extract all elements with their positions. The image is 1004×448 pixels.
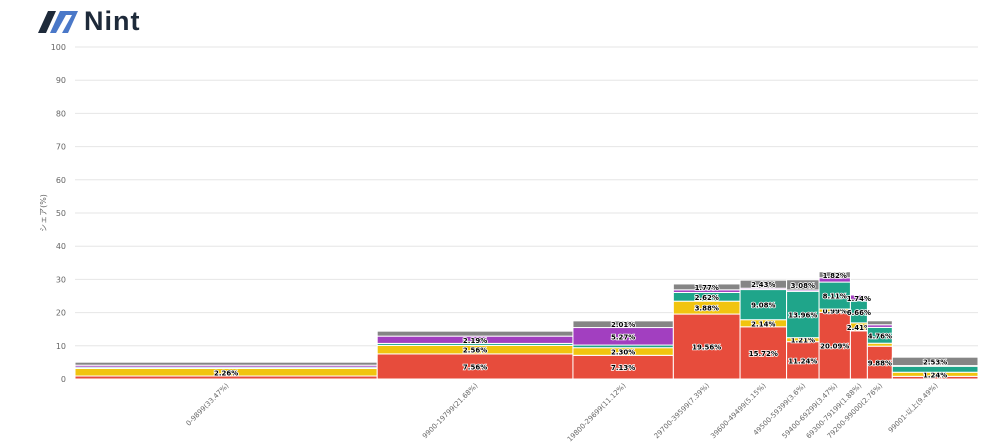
data-label: 7.13% [611, 364, 635, 372]
data-label: 2.56% [463, 347, 487, 355]
bar-segment-gray [74, 361, 378, 366]
bar-segment-teal [891, 365, 979, 373]
bar-segment-gray [891, 356, 979, 367]
bar-segment-gray [376, 330, 574, 337]
data-label: 20.09% [820, 343, 849, 351]
x-tick-label: 0-9899(33.47%) [185, 382, 231, 428]
y-axis-title: シェア(%) [39, 194, 48, 232]
y-tick-label: 90 [56, 76, 66, 85]
y-tick-label: 10 [56, 342, 66, 351]
data-label: 2.41% [847, 324, 871, 332]
y-tick-label: 80 [56, 109, 66, 118]
nint-logo: Nint [36, 6, 140, 37]
data-label: 13.96% [788, 311, 817, 319]
y-tick-label: 30 [56, 275, 66, 284]
data-label: 2.14% [751, 320, 775, 328]
bar-segment-red [818, 311, 851, 380]
y-tick-label: 50 [56, 209, 66, 218]
y-tick-label: 100 [51, 43, 66, 52]
y-tick-label: 60 [56, 176, 66, 185]
data-label: 9.08% [751, 302, 775, 310]
y-tick-label: 40 [56, 242, 66, 251]
data-label: 6.66% [847, 309, 871, 317]
data-label: 15.72% [749, 350, 778, 358]
data-label: 7.56% [463, 363, 487, 371]
y-tick-label: 70 [56, 143, 66, 152]
data-label: 1.82% [823, 272, 847, 280]
data-label: 2.01% [611, 321, 635, 329]
data-label: 1.24% [923, 371, 947, 379]
data-label: 11.24% [788, 357, 817, 365]
data-label: 0.99% [823, 308, 847, 316]
data-label: 9.88% [868, 360, 892, 368]
bar-segment-red [376, 353, 574, 380]
x-tick-label: 9900-19799(21.68%) [421, 382, 480, 441]
bar-segment-gray [866, 320, 893, 326]
data-label: 3.88% [695, 305, 719, 313]
data-label: 19.56% [692, 344, 721, 352]
bar-segment-gray [818, 271, 851, 279]
data-label: 2.19% [463, 337, 487, 345]
logo-mark-icon [38, 10, 78, 33]
bar-segment-red [849, 330, 868, 380]
data-label: 2.43% [751, 281, 775, 289]
y-tick-label: 0 [61, 375, 66, 384]
data-label: 4.76% [868, 332, 892, 340]
data-label: 1.77% [695, 284, 719, 292]
data-label: 3.08% [791, 282, 815, 290]
data-label: 1.21% [791, 337, 815, 345]
data-label: 8.11% [823, 293, 847, 301]
x-tick-label: 99001-以上(9.49%) [886, 381, 940, 435]
x-tick-label: 19800-29699(11.12%) [566, 382, 628, 444]
data-label: 5.27% [611, 333, 635, 341]
bar-segment-teal [739, 289, 788, 321]
y-tick-label: 20 [56, 309, 66, 318]
data-label: 2.26% [214, 369, 238, 377]
bar-segment-gray [849, 293, 868, 296]
logo-text: Nint [84, 6, 141, 36]
x-tick-label: 29700-39599(7.39%) [653, 382, 712, 441]
data-label: 1.74% [847, 295, 871, 303]
data-label: 2.30% [611, 349, 635, 357]
data-label: 2.53% [923, 358, 947, 366]
data-label: 2.62% [695, 294, 719, 302]
